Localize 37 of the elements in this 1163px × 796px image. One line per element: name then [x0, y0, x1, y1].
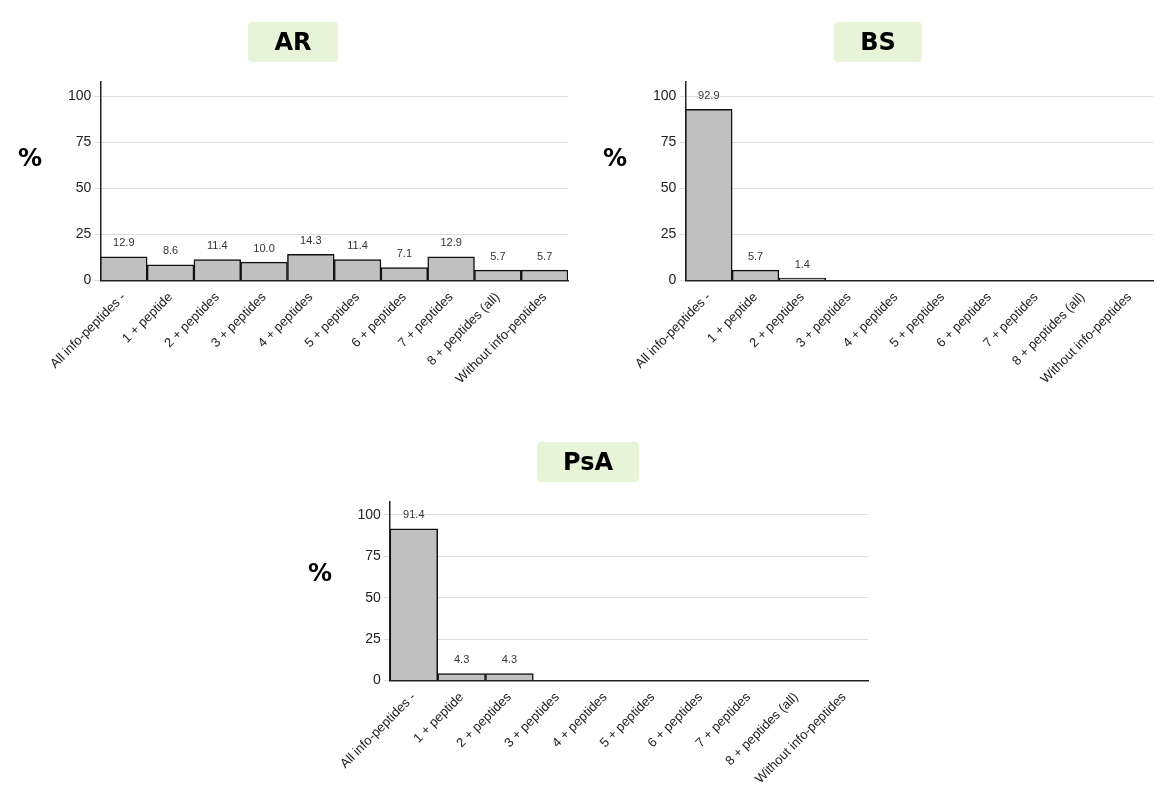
- data-label: 4.3: [453, 653, 470, 666]
- y-tick-label: 25: [75, 225, 92, 242]
- chart-title: BS: [834, 22, 922, 62]
- data-label: 92.9: [698, 88, 720, 101]
- y-tick-label: 100: [653, 87, 677, 104]
- data-label: 5.7: [747, 249, 764, 262]
- y-tick-label: 0: [373, 671, 382, 688]
- y-tick-label: 100: [357, 505, 382, 522]
- data-label: 8.6: [162, 244, 179, 257]
- y-tick-label: 50: [365, 588, 382, 605]
- y-tick-label: 50: [660, 179, 677, 196]
- data-label: 12.9: [440, 236, 462, 249]
- y-tick-label: 75: [365, 547, 382, 564]
- y-tick-label: 75: [75, 133, 92, 150]
- data-label: 7.1: [396, 247, 412, 260]
- data-label: 14.3: [300, 233, 322, 246]
- y-tick-label: 25: [365, 629, 382, 646]
- y-axis-title: %: [18, 144, 43, 172]
- y-tick-label: 50: [75, 179, 92, 196]
- data-label: 5.7: [536, 249, 553, 262]
- data-label: 91.4: [403, 508, 425, 521]
- y-tick-label: 75: [660, 133, 677, 150]
- chart-title: PsA: [536, 442, 640, 482]
- data-label: 4.3: [501, 653, 518, 666]
- chart-title: AR: [248, 22, 338, 62]
- y-axis-title: %: [308, 559, 333, 587]
- data-label: 5.7: [490, 249, 506, 262]
- y-tick-label: 0: [668, 271, 677, 288]
- data-label: 10.0: [253, 241, 275, 254]
- data-label: 1.4: [794, 257, 810, 270]
- data-label: 12.9: [113, 236, 135, 249]
- y-tick-label: 0: [83, 271, 92, 288]
- y-tick-label: 25: [660, 225, 677, 242]
- data-label: 11.4: [347, 239, 368, 252]
- data-label: 11.4: [207, 239, 228, 252]
- y-tick-label: 100: [68, 87, 92, 104]
- y-axis-title: %: [603, 144, 628, 172]
